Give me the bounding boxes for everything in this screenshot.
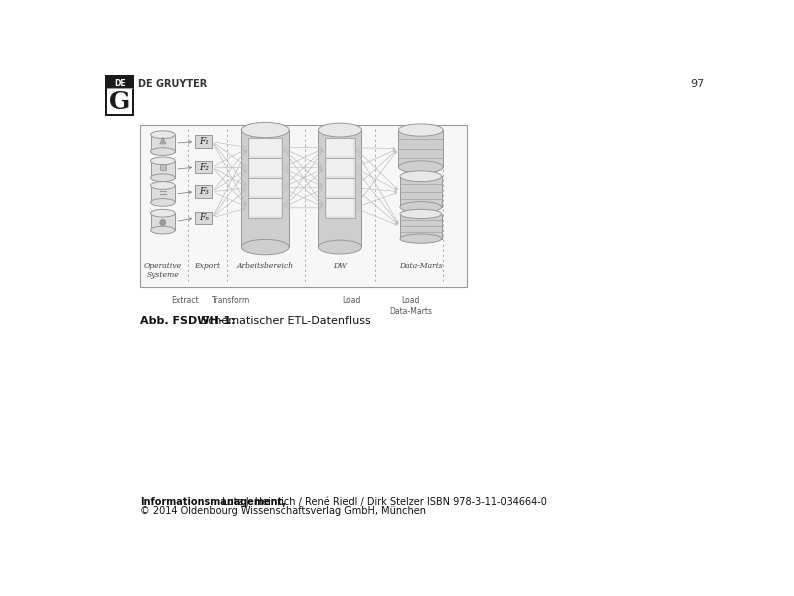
Text: Abb. FSDWH-1:: Abb. FSDWH-1: <box>140 316 235 327</box>
Ellipse shape <box>318 240 361 254</box>
FancyBboxPatch shape <box>249 138 282 158</box>
Ellipse shape <box>151 174 175 182</box>
Ellipse shape <box>399 124 443 136</box>
Ellipse shape <box>399 161 443 173</box>
Circle shape <box>160 219 166 226</box>
FancyBboxPatch shape <box>327 199 353 216</box>
Bar <box>151 213 175 230</box>
Bar <box>151 185 175 203</box>
Ellipse shape <box>400 201 441 212</box>
Ellipse shape <box>400 234 441 243</box>
Ellipse shape <box>151 226 175 234</box>
FancyBboxPatch shape <box>195 135 212 148</box>
FancyBboxPatch shape <box>249 178 282 198</box>
Text: DE: DE <box>114 79 125 88</box>
FancyBboxPatch shape <box>250 159 280 176</box>
FancyBboxPatch shape <box>326 138 355 158</box>
FancyBboxPatch shape <box>326 198 355 218</box>
Text: Load
Data-Marts: Load Data-Marts <box>389 296 432 316</box>
Text: Export: Export <box>195 262 221 270</box>
Text: 97: 97 <box>691 79 705 89</box>
Bar <box>151 135 175 151</box>
Text: F₂: F₂ <box>198 163 209 172</box>
FancyBboxPatch shape <box>249 158 282 178</box>
Ellipse shape <box>400 171 441 182</box>
FancyBboxPatch shape <box>250 139 280 156</box>
Text: Fₙ: Fₙ <box>198 213 209 222</box>
FancyBboxPatch shape <box>250 199 280 216</box>
Bar <box>400 214 441 238</box>
Text: Informationsmanagement,: Informationsmanagement, <box>140 496 286 507</box>
Text: DE GRUYTER: DE GRUYTER <box>138 79 207 89</box>
Bar <box>160 164 166 170</box>
Bar <box>107 89 132 114</box>
Text: © 2014 Oldenbourg Wissenschaftsverlag GmbH, München: © 2014 Oldenbourg Wissenschaftsverlag Gm… <box>140 506 426 516</box>
Text: Arbeitsbereich: Arbeitsbereich <box>237 262 294 270</box>
Ellipse shape <box>151 157 175 164</box>
Text: Extract: Extract <box>172 296 199 305</box>
Ellipse shape <box>151 182 175 190</box>
FancyBboxPatch shape <box>327 139 353 156</box>
Bar <box>151 161 175 178</box>
FancyBboxPatch shape <box>326 178 355 198</box>
Bar <box>318 130 361 247</box>
Text: G: G <box>109 90 130 114</box>
Text: Schematischer ETL-Datenfluss: Schematischer ETL-Datenfluss <box>194 316 370 327</box>
Text: F₃: F₃ <box>198 187 209 196</box>
Bar <box>140 125 467 287</box>
Ellipse shape <box>241 240 289 254</box>
Text: Lutz J. Heinrich / René Riedl / Dirk Stelzer ISBN 978-3-11-034664-0: Lutz J. Heinrich / René Riedl / Dirk Ste… <box>219 496 547 507</box>
FancyBboxPatch shape <box>327 159 353 176</box>
Ellipse shape <box>151 131 175 138</box>
Text: Transform: Transform <box>211 296 250 305</box>
Text: Data-Marts: Data-Marts <box>399 262 443 270</box>
FancyBboxPatch shape <box>195 212 212 224</box>
FancyBboxPatch shape <box>195 161 212 173</box>
Ellipse shape <box>241 122 289 138</box>
Text: F₁: F₁ <box>198 137 209 146</box>
Ellipse shape <box>151 209 175 217</box>
Bar <box>400 176 441 207</box>
Text: Load: Load <box>342 296 360 305</box>
FancyBboxPatch shape <box>327 179 353 196</box>
FancyBboxPatch shape <box>195 185 212 198</box>
Bar <box>105 74 134 116</box>
Bar <box>399 130 443 167</box>
Polygon shape <box>160 137 166 144</box>
Text: Operative
Systeme: Operative Systeme <box>144 262 182 279</box>
Ellipse shape <box>151 148 175 156</box>
FancyBboxPatch shape <box>326 158 355 178</box>
Text: DW: DW <box>333 262 347 270</box>
Ellipse shape <box>151 198 175 206</box>
Ellipse shape <box>400 209 441 219</box>
FancyBboxPatch shape <box>249 198 282 218</box>
Ellipse shape <box>318 123 361 137</box>
Bar <box>241 130 289 247</box>
FancyBboxPatch shape <box>250 179 280 196</box>
